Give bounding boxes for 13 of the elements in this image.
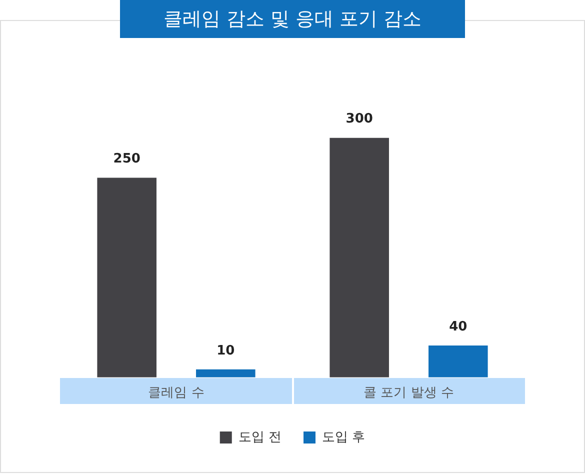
x-tick-label: 콜 포기 발생 수: [364, 386, 454, 401]
bar: [97, 178, 156, 378]
data-label: 10: [216, 343, 235, 358]
data-label: 250: [113, 152, 140, 167]
x-tick-label: 클레임 수: [148, 386, 204, 401]
bar: [330, 138, 389, 378]
data-label: 40: [449, 319, 468, 334]
legend-label: 도입 후: [322, 430, 366, 445]
chart-title: 클레임 감소 및 응대 포기 감소: [120, 0, 465, 38]
bar: [428, 345, 488, 378]
legend-label: 도입 전: [238, 430, 282, 445]
data-label: 300: [346, 112, 373, 127]
bar: [196, 369, 256, 378]
